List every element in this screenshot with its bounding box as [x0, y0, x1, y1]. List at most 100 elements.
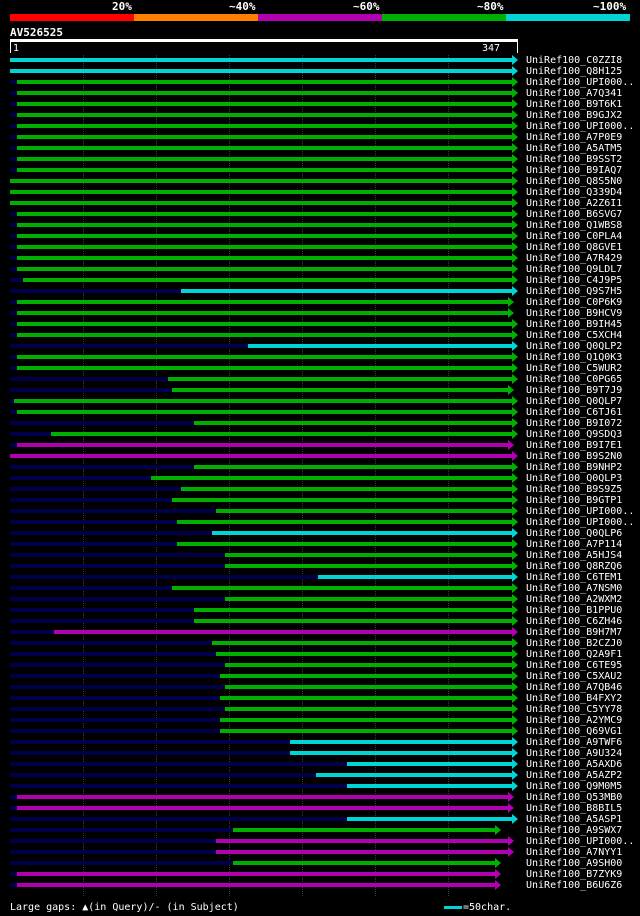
hit-row[interactable]: UniRef100_Q2A9F1	[0, 649, 640, 660]
hit-label[interactable]: UniRef100_C0ZZI8	[526, 55, 623, 66]
hit-label[interactable]: UniRef100_B6SVG7	[526, 209, 623, 220]
hit-row[interactable]: UniRef100_B9NHP2	[0, 462, 640, 473]
hit-row[interactable]: UniRef100_A5HJS4	[0, 550, 640, 561]
hit-label[interactable]: UniRef100_Q9M0M5	[526, 781, 623, 792]
hit-label[interactable]: UniRef100_A9U324	[526, 748, 623, 759]
hit-label[interactable]: UniRef100_C5XCH4	[526, 330, 623, 341]
hit-row[interactable]: UniRef100_UPI000..	[0, 121, 640, 132]
hit-row[interactable]: UniRef100_A9SWX7	[0, 825, 640, 836]
hit-row[interactable]: UniRef100_A7QB46	[0, 682, 640, 693]
hit-row[interactable]: UniRef100_B9IH45	[0, 319, 640, 330]
hit-label[interactable]: UniRef100_Q9S7H5	[526, 286, 623, 297]
hit-row[interactable]: UniRef100_B9HCV9	[0, 308, 640, 319]
hit-label[interactable]: UniRef100_A5ASP1	[526, 814, 623, 825]
hit-row[interactable]: UniRef100_B9I7E1	[0, 440, 640, 451]
hit-row[interactable]: UniRef100_B9T6K1	[0, 99, 640, 110]
hit-label[interactable]: UniRef100_B9I7E1	[526, 440, 623, 451]
hit-row[interactable]: UniRef100_UPI000..	[0, 836, 640, 847]
hit-label[interactable]: UniRef100_C6ZH46	[526, 616, 623, 627]
hit-row[interactable]: UniRef100_Q9S7H5	[0, 286, 640, 297]
hit-label[interactable]: UniRef100_C5XAU2	[526, 671, 623, 682]
hit-row[interactable]: UniRef100_A7NYY1	[0, 847, 640, 858]
hit-row[interactable]: UniRef100_B9S9Z5	[0, 484, 640, 495]
hit-label[interactable]: UniRef100_Q8S5N0	[526, 176, 623, 187]
hit-label[interactable]: UniRef100_UPI000..	[526, 836, 635, 847]
hit-label[interactable]: UniRef100_A2YMC9	[526, 715, 623, 726]
hit-row[interactable]: UniRef100_B9I072	[0, 418, 640, 429]
hit-row[interactable]: UniRef100_C6TEM1	[0, 572, 640, 583]
hit-row[interactable]: UniRef100_Q1Q0K3	[0, 352, 640, 363]
hit-label[interactable]: UniRef100_B9GTP1	[526, 495, 623, 506]
hit-row[interactable]: UniRef100_C0P6K9	[0, 297, 640, 308]
hit-label[interactable]: UniRef100_Q69VG1	[526, 726, 623, 737]
hit-row[interactable]: UniRef100_A2Z6I1	[0, 198, 640, 209]
hit-label[interactable]: UniRef100_A7Q341	[526, 88, 623, 99]
hit-label[interactable]: UniRef100_Q9SDQ3	[526, 429, 623, 440]
hit-label[interactable]: UniRef100_C5YY78	[526, 704, 623, 715]
hit-row[interactable]: UniRef100_B1PPU0	[0, 605, 640, 616]
hit-label[interactable]: UniRef100_A5ATM5	[526, 143, 623, 154]
hit-label[interactable]: UniRef100_Q0QLP3	[526, 473, 623, 484]
hit-row[interactable]: UniRef100_B9S2N0	[0, 451, 640, 462]
hit-label[interactable]: UniRef100_UPI000..	[526, 121, 635, 132]
hit-label[interactable]: UniRef100_Q339D4	[526, 187, 623, 198]
hit-row[interactable]: UniRef100_Q8H125	[0, 66, 640, 77]
hit-label[interactable]: UniRef100_A5AZP2	[526, 770, 623, 781]
hit-label[interactable]: UniRef100_C0P6K9	[526, 297, 623, 308]
hit-label[interactable]: UniRef100_C0PLA4	[526, 231, 623, 242]
hit-label[interactable]: UniRef100_A7NYY1	[526, 847, 623, 858]
hit-label[interactable]: UniRef100_Q0QLP7	[526, 396, 623, 407]
hit-label[interactable]: UniRef100_B9H7M7	[526, 627, 623, 638]
hit-row[interactable]: UniRef100_UPI000..	[0, 77, 640, 88]
hit-row[interactable]: UniRef100_Q339D4	[0, 187, 640, 198]
hit-row[interactable]: UniRef100_A9U324	[0, 748, 640, 759]
hit-row[interactable]: UniRef100_Q53MB0	[0, 792, 640, 803]
hit-label[interactable]: UniRef100_B6U6Z6	[526, 880, 623, 891]
hit-label[interactable]: UniRef100_A9SH00	[526, 858, 623, 869]
hit-label[interactable]: UniRef100_A9TWF6	[526, 737, 623, 748]
hit-row[interactable]: UniRef100_B9GTP1	[0, 495, 640, 506]
hit-row[interactable]: UniRef100_A7R429	[0, 253, 640, 264]
hit-row[interactable]: UniRef100_Q0QLP2	[0, 341, 640, 352]
hit-label[interactable]: UniRef100_A5AXD6	[526, 759, 623, 770]
hit-label[interactable]: UniRef100_B9S2N0	[526, 451, 623, 462]
hit-label[interactable]: UniRef100_Q1WBS8	[526, 220, 623, 231]
hit-label[interactable]: UniRef100_Q8GVE1	[526, 242, 623, 253]
hit-label[interactable]: UniRef100_Q2A9F1	[526, 649, 623, 660]
hit-label[interactable]: UniRef100_C6TEM1	[526, 572, 623, 583]
hit-label[interactable]: UniRef100_C5WUR2	[526, 363, 623, 374]
hit-row[interactable]: UniRef100_Q9SDQ3	[0, 429, 640, 440]
hit-row[interactable]: UniRef100_B9SST2	[0, 154, 640, 165]
hit-label[interactable]: UniRef100_A7QB46	[526, 682, 623, 693]
hit-row[interactable]: UniRef100_B6SVG7	[0, 209, 640, 220]
hit-row[interactable]: UniRef100_A2YMC9	[0, 715, 640, 726]
hit-label[interactable]: UniRef100_C6TJ61	[526, 407, 623, 418]
hit-label[interactable]: UniRef100_B9SST2	[526, 154, 623, 165]
hit-row[interactable]: UniRef100_C0PG65	[0, 374, 640, 385]
hit-row[interactable]: UniRef100_B7ZYK9	[0, 869, 640, 880]
hit-label[interactable]: UniRef100_B4FXY2	[526, 693, 623, 704]
hit-label[interactable]: UniRef100_A5HJS4	[526, 550, 623, 561]
hit-label[interactable]: UniRef100_B9I072	[526, 418, 623, 429]
hit-row[interactable]: UniRef100_Q0QLP3	[0, 473, 640, 484]
hit-label[interactable]: UniRef100_B9T6K1	[526, 99, 623, 110]
hit-row[interactable]: UniRef100_A7NSM0	[0, 583, 640, 594]
hit-label[interactable]: UniRef100_B9T7J9	[526, 385, 623, 396]
hit-label[interactable]: UniRef100_Q9LDL7	[526, 264, 623, 275]
hit-label[interactable]: UniRef100_Q8RZQ6	[526, 561, 623, 572]
hit-row[interactable]: UniRef100_B9IAQ7	[0, 165, 640, 176]
hit-row[interactable]: UniRef100_A5ATM5	[0, 143, 640, 154]
hit-label[interactable]: UniRef100_B9GJX2	[526, 110, 623, 121]
hit-row[interactable]: UniRef100_B4FXY2	[0, 693, 640, 704]
hit-label[interactable]: UniRef100_B9IH45	[526, 319, 623, 330]
hit-label[interactable]: UniRef100_B1PPU0	[526, 605, 623, 616]
hit-label[interactable]: UniRef100_Q1Q0K3	[526, 352, 623, 363]
hit-row[interactable]: UniRef100_Q69VG1	[0, 726, 640, 737]
hit-row[interactable]: UniRef100_A5ASP1	[0, 814, 640, 825]
hit-label[interactable]: UniRef100_C6TE95	[526, 660, 623, 671]
hit-row[interactable]: UniRef100_A9TWF6	[0, 737, 640, 748]
hit-row[interactable]: UniRef100_UPI000..	[0, 517, 640, 528]
hit-row[interactable]: UniRef100_A5AZP2	[0, 770, 640, 781]
hit-row[interactable]: UniRef100_C0ZZI8	[0, 55, 640, 66]
hit-row[interactable]: UniRef100_A7P114	[0, 539, 640, 550]
